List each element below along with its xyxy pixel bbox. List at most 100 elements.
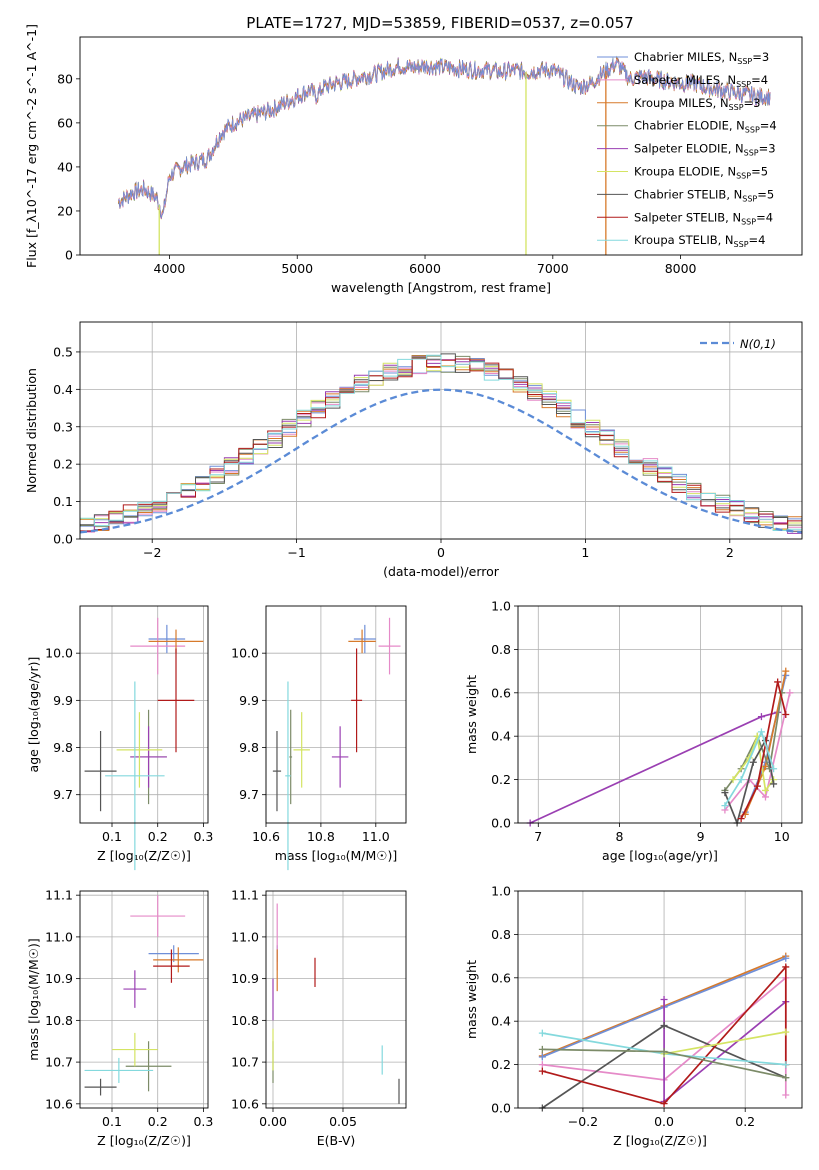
weight-series xyxy=(542,964,787,1105)
x-axis-label: age [log₁₀(age/yr)] xyxy=(602,848,718,863)
spectrum-line xyxy=(118,58,771,218)
errorbar-point xyxy=(285,681,291,871)
legend-entry: Chabrier MILES, NSSP=3 xyxy=(634,50,769,66)
y-tick-label: 0.0 xyxy=(491,1101,511,1116)
weight-lines xyxy=(526,667,794,827)
chart-ebv-mass: 0.00 0.05 10.6 10.7 10.8 10.9 11.0 11.1 E(B-V) xyxy=(231,888,407,1148)
y-axis-label: mass weight xyxy=(464,675,479,754)
chart-residuals: −2 −1 0 1 2 0.0 0.1 0.2 0.3 0.4 0.5 (data-model)/er… xyxy=(24,321,803,579)
axes-frame xyxy=(517,890,803,1109)
legend-entry: N(0,1) xyxy=(740,337,776,351)
y-tick-label: 10.8 xyxy=(45,1013,73,1028)
x-axis-label: Z [log₁₀(Z/Z☉)] xyxy=(97,848,191,863)
y-tick-label: 0 xyxy=(65,248,73,263)
weight-marker xyxy=(782,711,790,718)
errorbar-point xyxy=(272,731,282,812)
axes-frame xyxy=(517,605,803,824)
errorbar-point xyxy=(105,681,165,871)
weight-marker xyxy=(782,1028,790,1036)
y-axis-label: mass weight xyxy=(464,960,479,1039)
errorbar-point xyxy=(157,648,195,753)
x-tick-label: 8 xyxy=(615,829,623,844)
plot-background xyxy=(80,37,802,255)
y-tick-label: 9.8 xyxy=(53,740,73,755)
x-tick-label: 10.6 xyxy=(252,829,280,844)
x-tick-label: 0.00 xyxy=(259,1114,287,1129)
y-tick-label: 10.0 xyxy=(45,646,73,661)
plot-background xyxy=(518,891,802,1108)
x-tick-label: 7000 xyxy=(537,261,569,276)
y-tick-label: 0.0 xyxy=(53,532,73,547)
weight-marker xyxy=(729,776,737,784)
y-tick-label: 11.0 xyxy=(231,929,259,944)
y-tick-label: 10.0 xyxy=(231,646,259,661)
y-tick-label: 10.6 xyxy=(45,1096,73,1111)
y-tick-label: 0.2 xyxy=(491,772,511,787)
errorbar-point xyxy=(84,1057,154,1083)
x-tick-label: 0.05 xyxy=(329,1114,357,1129)
x-tick-label: 0.3 xyxy=(193,829,213,844)
plot-area xyxy=(272,903,400,1104)
y-axis-label: age [log₁₀(age/yr)] xyxy=(26,657,41,773)
errorbar-point xyxy=(348,629,376,654)
x-tick-label: 0.2 xyxy=(148,829,168,844)
chart-z-mass: 0.1 0.2 0.3 10.6 10.7 10.8 10.9 11.0 11.1 Z [log₁… xyxy=(26,888,213,1148)
y-tick-label: 0.8 xyxy=(491,642,511,657)
legend-entry: Salpeter ELODIE, NSSP=3 xyxy=(634,142,776,158)
legend: Chabrier MILES, NSSP=3 Salpeter MILES, NS… xyxy=(597,50,777,249)
y-tick-label: 0.3 xyxy=(53,419,73,434)
x-tick-label: −0.2 xyxy=(568,1114,598,1129)
y-tick-label: 1.0 xyxy=(491,884,511,899)
y-tick-label: 0.4 xyxy=(53,382,73,397)
weight-marker xyxy=(737,776,745,784)
x-tick-label: 7 xyxy=(534,829,542,844)
plot-area xyxy=(84,895,204,1096)
chart-mass-age: 10.6 10.8 11.0 9.7 9.8 9.9 10.0 mass [log₁₀(M/M… xyxy=(231,605,407,871)
x-tick-label: 0.2 xyxy=(148,1114,168,1129)
errorbar-point xyxy=(153,949,190,983)
weight-marker xyxy=(538,1045,546,1053)
chart-z-weight: −0.2 0.0 0.2 0.0 0.2 0.4 0.6 0.8 1.0 Z [log₁₀(Z/Z… xyxy=(464,884,803,1148)
errorbar-point xyxy=(153,947,204,973)
x-tick-label: 0.0 xyxy=(654,1114,674,1129)
weight-marker xyxy=(786,689,794,697)
y-tick-label: 40 xyxy=(57,159,73,174)
axes-frame xyxy=(265,890,407,1109)
weight-marker xyxy=(782,1091,790,1099)
weight-marker xyxy=(770,765,778,773)
y-tick-label: 0.2 xyxy=(53,457,73,472)
y-tick-label: 10.7 xyxy=(231,1055,259,1070)
y-tick-label: 11.1 xyxy=(231,888,259,903)
weight-marker xyxy=(757,728,765,736)
weight-marker xyxy=(660,1100,668,1108)
spectrum-lines xyxy=(117,55,771,255)
errorbar-point xyxy=(130,895,186,937)
chart-age-weight: 7 8 9 10 0.0 0.2 0.4 0.6 0.8 1.0 age [log₁₀(age/yr… xyxy=(464,599,803,863)
errorbar-point xyxy=(116,712,163,788)
x-tick-label: 0 xyxy=(437,545,445,560)
errorbar-point xyxy=(353,624,376,654)
plot-area xyxy=(538,952,790,1112)
errorbar-point xyxy=(331,726,349,788)
errorbar-point xyxy=(130,726,167,788)
weight-marker xyxy=(782,1074,790,1082)
y-tick-label: 0.4 xyxy=(491,729,511,744)
y-tick-label: 9.7 xyxy=(53,787,73,802)
y-tick-label: 10.9 xyxy=(45,971,73,986)
y-tick-label: 9.9 xyxy=(53,693,73,708)
y-tick-label: 0.6 xyxy=(491,970,511,985)
figure-title: PLATE=1727, MJD=53859, FIBERID=0537, z=0… xyxy=(246,14,633,32)
x-tick-label: 11.0 xyxy=(362,829,390,844)
plot-background xyxy=(80,891,208,1108)
y-tick-label: 20 xyxy=(57,203,73,218)
chart-spectrum: 4000 5000 6000 7000 8000 0 20 40 60 80 wavelength … xyxy=(24,24,803,295)
errorbar-point xyxy=(148,624,186,654)
y-tick-label: 0.0 xyxy=(491,816,511,831)
legend-entry: Salpeter MILES, NSSP=4 xyxy=(634,73,768,89)
x-tick-label: 0.1 xyxy=(102,829,122,844)
weight-marker xyxy=(721,789,729,797)
y-tick-label: 0.5 xyxy=(53,344,73,359)
weight-series xyxy=(740,681,787,820)
weight-marker xyxy=(770,780,778,788)
errorbar-point xyxy=(351,648,363,753)
